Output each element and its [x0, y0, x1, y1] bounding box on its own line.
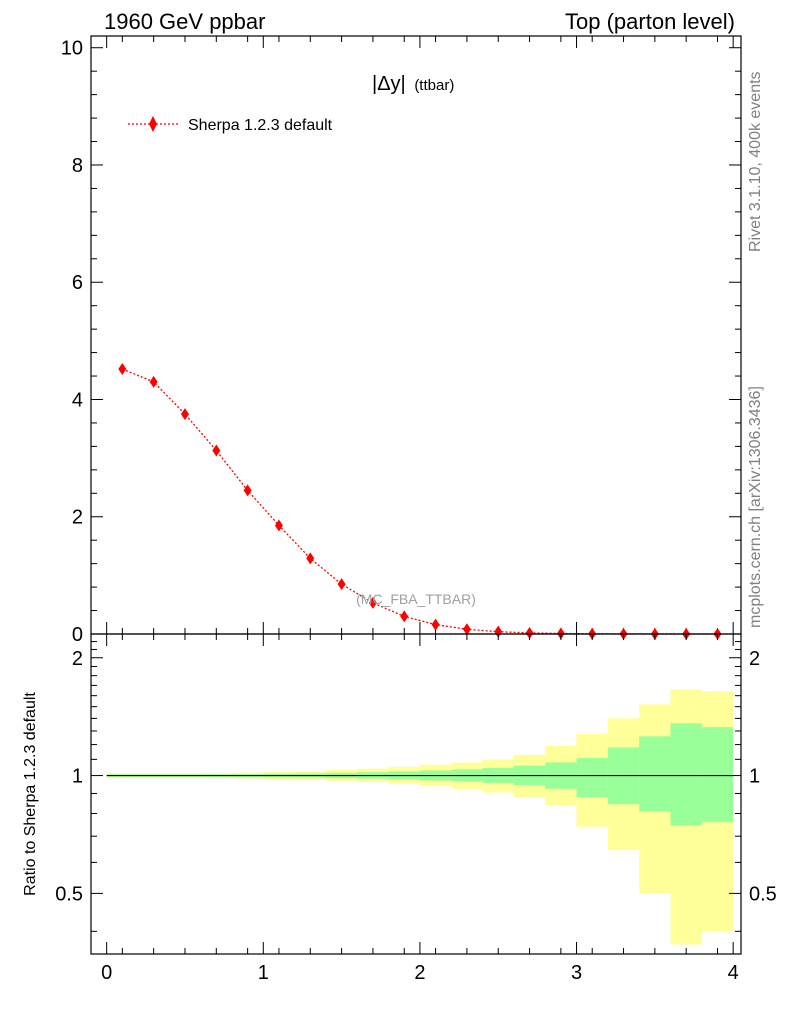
header-left: 1960 GeV ppbar	[104, 9, 265, 34]
data-point-diamond	[149, 375, 158, 388]
ratio-stat-band-bin	[701, 727, 734, 823]
main-panel: 0 2 4 6 8 10 |Δy| (ttbar) Sherpa 1.2.3 defaul…	[61, 35, 742, 646]
data-point-diamond	[431, 618, 440, 631]
legend: Sherpa 1.2.3 default	[128, 116, 333, 134]
data-point-diamond	[400, 610, 409, 623]
data-point-diamond	[462, 623, 471, 636]
mcplots-reference-label: mcplots.cern.ch [arXiv:1306.3436]	[747, 386, 764, 628]
data-point-diamond	[494, 625, 503, 638]
data-point-diamond	[368, 596, 377, 609]
x-tick-label: 2	[414, 962, 425, 984]
x-tick-label: 0	[101, 962, 112, 984]
data-point-diamond	[306, 552, 315, 565]
plot-title-sub: (ttbar)	[414, 77, 454, 94]
ratio-y-tick-label-right: 1	[749, 766, 760, 788]
data-point-diamond	[212, 444, 221, 457]
ratio-stat-band-bin	[639, 736, 671, 812]
rivet-version-label: Rivet 3.1.10, 400k events	[747, 71, 764, 252]
legend-marker-diamond-icon	[149, 116, 157, 132]
main-y-tick-label: 6	[72, 272, 83, 294]
ratio-stat-band-bin	[576, 757, 608, 798]
x-tick-label: 4	[728, 962, 739, 984]
ratio-panel: 0.5 0.5 1 1 2 2 0 1 2 3 4 Ratio to Sherpa 1.2.3 de…	[22, 633, 777, 984]
data-point-diamond	[274, 519, 283, 532]
ratio-y-tick-label: 2	[72, 648, 83, 670]
ratio-y-axis-label: Ratio to Sherpa 1.2.3 default	[22, 692, 39, 896]
data-point-diamond	[118, 363, 127, 376]
main-y-tick-label: 0	[72, 624, 83, 646]
ratio-y-tick-label-right: 0.5	[749, 883, 777, 905]
ratio-stat-band-bin	[670, 723, 702, 826]
header-right: Top (parton level)	[565, 9, 735, 34]
data-point-diamond	[243, 484, 252, 497]
data-point-diamond	[337, 578, 346, 591]
legend-label: Sherpa 1.2.3 default	[188, 117, 333, 134]
main-y-tick-label: 2	[72, 507, 83, 529]
x-tick-label: 3	[571, 962, 582, 984]
x-tick-label: 1	[258, 962, 269, 984]
main-y-tick-label: 4	[72, 389, 83, 411]
data-point-diamond	[525, 626, 534, 639]
ratio-y-tick-label: 1	[72, 766, 83, 788]
ratio-frame	[90, 633, 742, 955]
main-y-tick-label: 10	[61, 38, 83, 60]
ratio-y-tick-label: 0.5	[55, 883, 83, 905]
ratio-axis-ticks: 0.5 0.5 1 1 2 2 0 1 2 3 4	[55, 634, 777, 984]
main-axis-ticks: 0 2 4 6 8 10	[61, 36, 741, 646]
ratio-y-tick-label-right: 2	[749, 648, 760, 670]
main-y-tick-label: 8	[72, 155, 83, 177]
plot-title-main: |Δy|	[372, 73, 406, 95]
ratio-bands	[106, 689, 734, 945]
analysis-watermark: (MC_FBA_TTBAR)	[356, 591, 476, 607]
data-point-diamond	[180, 408, 189, 421]
plot-title: |Δy| (ttbar)	[372, 73, 454, 95]
